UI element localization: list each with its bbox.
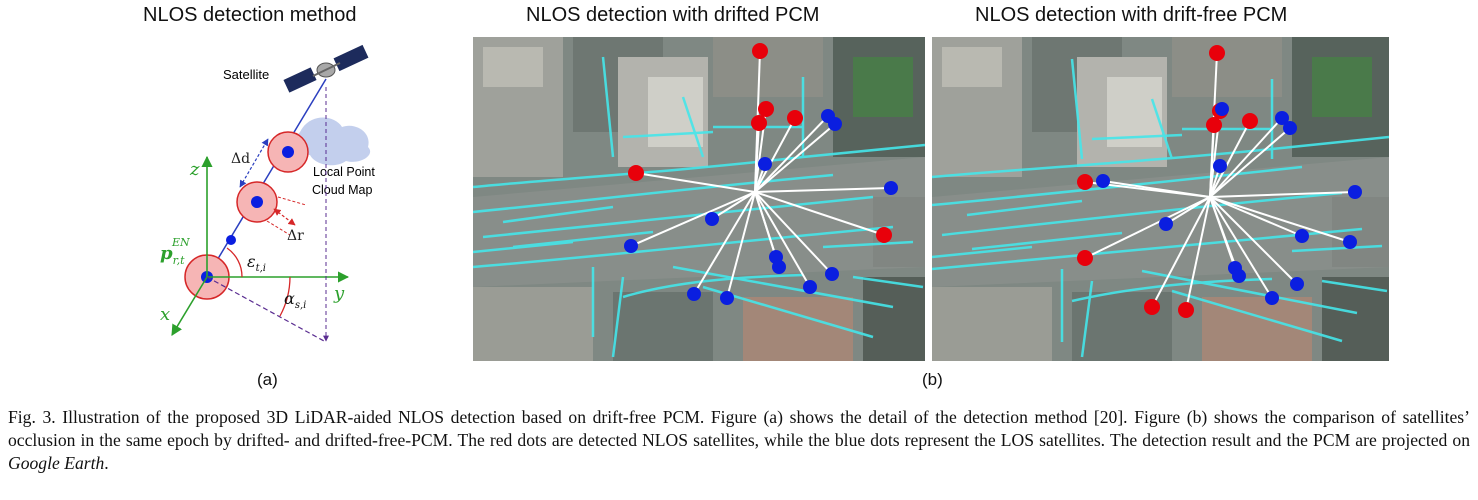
caption-end: .: [104, 453, 109, 473]
figure-caption: Fig. 3. Illustration of the proposed 3D …: [8, 406, 1470, 475]
local-map-label-line2: Cloud Map: [312, 183, 372, 197]
drifted-pcm-map: [473, 37, 925, 361]
delta-r-arrow: [273, 208, 296, 226]
azimuth-angle-symbol: α: [284, 289, 295, 308]
panel-a-heading: NLOS detection method: [143, 4, 357, 26]
cloud-icon: [295, 117, 371, 166]
delta-d-label: Δd: [231, 151, 250, 167]
nlos-satellites: [1077, 45, 1258, 318]
line-of-sight: [206, 78, 327, 278]
elevation-angle-subscript: t,i: [256, 263, 266, 274]
elevation-angle-label: εt,i: [247, 252, 266, 274]
panel-b-right-heading: NLOS detection with drift-free PCM: [975, 4, 1288, 26]
delta-d-arrow: [239, 138, 269, 188]
receiver-position-symbol: p: [160, 243, 173, 264]
ray-point-2: [251, 196, 263, 208]
caption-google-earth: Google Earth: [8, 453, 105, 473]
panel-b-left-heading: NLOS detection with drifted PCM: [526, 4, 820, 26]
ray-point-3: [282, 146, 294, 158]
panel-a-label: (a): [257, 370, 278, 389]
x-axis-label: x: [160, 304, 170, 325]
drift-free-pcm-map: [932, 37, 1389, 361]
receiver-position-superscript: EN: [171, 236, 190, 249]
elevation-angle-symbol: ε: [247, 252, 256, 271]
satellite-rays: [630, 50, 892, 299]
azimuth-angle-label: αs,i: [284, 289, 306, 311]
z-axis-label: z: [189, 159, 200, 180]
los-satellites: [624, 109, 898, 305]
los-satellites: [1096, 102, 1362, 305]
x-axis: [171, 276, 208, 336]
receiver-position-label: pr,t: [160, 243, 185, 267]
azimuth-projection-line: [206, 276, 325, 342]
satellite-icon: [283, 44, 369, 93]
local-map-label-line1: Local Point: [313, 165, 375, 179]
azimuth-angle-subscript: s,i: [295, 300, 307, 311]
caption-text: Fig. 3. Illustration of the proposed 3D …: [8, 407, 1470, 450]
y-axis-label: y: [333, 283, 345, 304]
elevation-angle-arc: [226, 247, 243, 278]
delta-r-label: Δr: [287, 228, 304, 244]
azimuth-angle-arc: [279, 276, 291, 317]
nlos-satellites: [628, 43, 892, 243]
satellite-label: Satellite: [223, 67, 269, 82]
nlos-detection-diagram: Satellite Δd Δr Local Point Cloud Map z …: [160, 44, 375, 342]
ray-point-1: [226, 235, 236, 245]
panel-b-label: (b): [922, 370, 943, 389]
receiver-position-subscript: r,t: [173, 254, 186, 267]
